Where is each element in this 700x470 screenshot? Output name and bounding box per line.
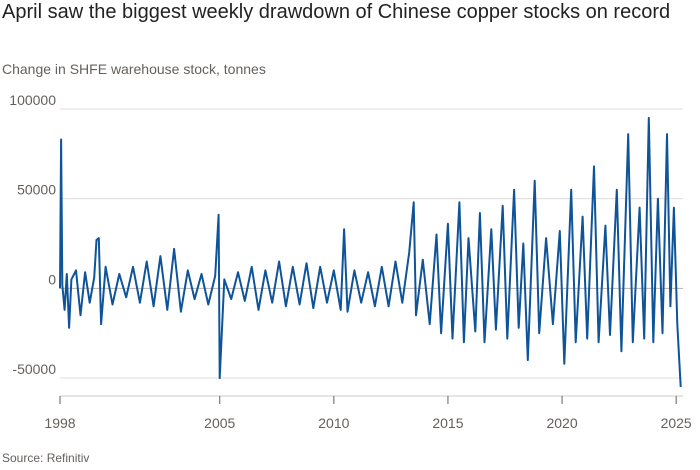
chart-title: April saw the biggest weekly drawdown of…: [2, 1, 671, 23]
series-line: [59, 116, 682, 388]
x-axis: 1998 2005 2010 2015 2020 2025: [44, 395, 692, 431]
y-tick-label: -50000: [12, 361, 56, 377]
x-tick-label: 2015: [432, 415, 463, 431]
gridlines: [60, 108, 683, 379]
y-tick-label: 50000: [17, 182, 56, 198]
y-axis-tick-labels: 100000 50000 0 -50000: [9, 92, 56, 377]
x-tick-label: 2005: [204, 415, 235, 431]
x-tick-label: 2020: [546, 415, 577, 431]
x-tick-label: 2010: [318, 415, 349, 431]
source-note: Source: Refinitiv: [2, 451, 90, 465]
x-tick-label: 2025: [661, 415, 692, 431]
y-tick-label: 100000: [9, 92, 56, 108]
x-tick-label: 1998: [44, 415, 75, 431]
chart-subtitle: Change in SHFE warehouse stock, tonnes: [2, 61, 266, 77]
y-tick-label: 0: [48, 271, 56, 287]
series-group: [59, 116, 682, 388]
